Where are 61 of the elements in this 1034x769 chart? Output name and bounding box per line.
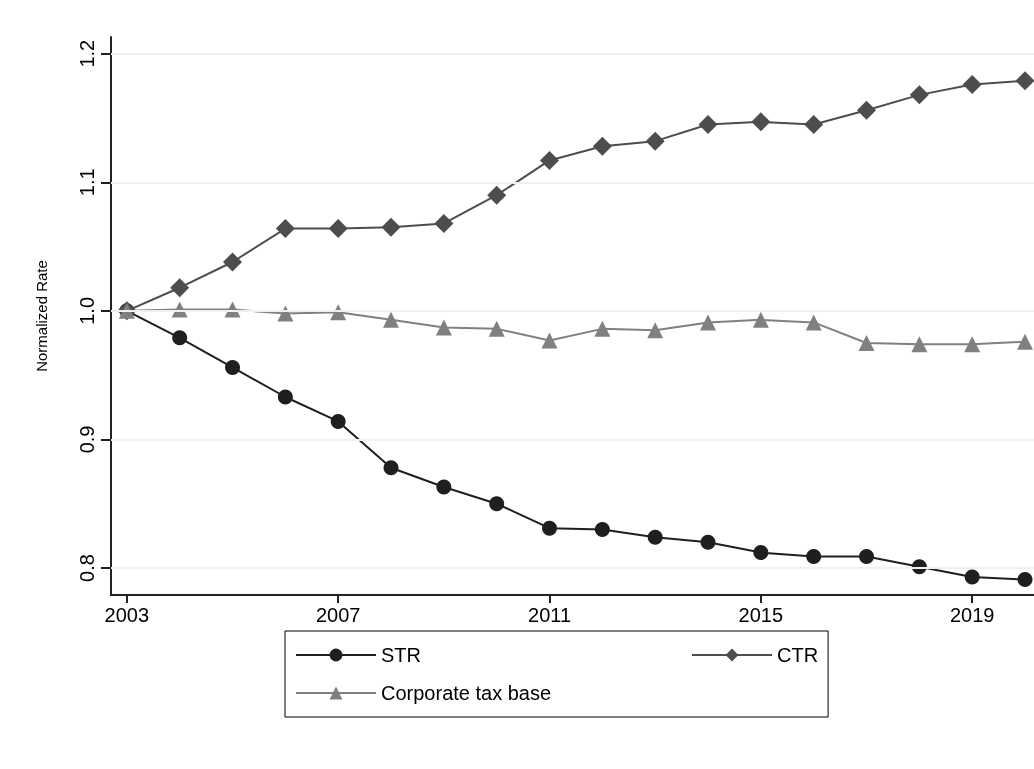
point xyxy=(645,131,665,151)
point xyxy=(911,336,928,353)
point xyxy=(540,150,560,170)
point xyxy=(858,335,875,351)
point xyxy=(541,332,558,349)
point xyxy=(752,311,769,328)
point xyxy=(328,219,348,239)
point xyxy=(277,389,293,405)
point xyxy=(647,529,663,545)
point xyxy=(487,185,507,205)
x-tick-label: 2015 xyxy=(738,604,784,626)
y-tick-label: 1.1 xyxy=(76,168,98,197)
y-axis-title: Normalized Rate xyxy=(33,260,50,372)
x-tick-label: 2011 xyxy=(528,604,572,626)
point xyxy=(964,569,980,585)
point xyxy=(434,213,454,233)
point xyxy=(225,359,241,375)
y-tick-label: 1.2 xyxy=(76,39,98,68)
point xyxy=(753,545,769,561)
point xyxy=(171,301,188,318)
point xyxy=(489,496,505,512)
point xyxy=(700,534,716,550)
legend-label: Corporate tax base xyxy=(381,682,552,704)
x-tick-label: 2019 xyxy=(949,604,995,626)
y-tick-label: 0.8 xyxy=(76,554,98,582)
point xyxy=(857,100,877,120)
point xyxy=(594,320,611,337)
y-tick-label: 0.9 xyxy=(76,425,98,454)
point xyxy=(1017,572,1033,588)
point xyxy=(751,112,771,132)
point xyxy=(1017,333,1034,350)
point xyxy=(383,460,399,476)
x-tick-label: 2003 xyxy=(104,604,150,626)
point xyxy=(381,217,401,237)
point xyxy=(436,479,452,495)
point xyxy=(698,114,718,134)
point xyxy=(806,548,822,564)
point xyxy=(594,521,610,537)
legend-label: STR xyxy=(381,644,421,666)
point xyxy=(275,219,295,239)
x-tick-label: 2007 xyxy=(315,604,361,626)
legend-label: CTR xyxy=(777,644,819,666)
point xyxy=(909,85,929,105)
point xyxy=(223,252,243,272)
point xyxy=(435,319,452,336)
point xyxy=(330,413,346,429)
point xyxy=(647,322,664,339)
point xyxy=(383,311,400,328)
point xyxy=(488,320,505,337)
y-tick-label: 1.0 xyxy=(76,296,98,325)
point xyxy=(964,336,981,353)
point xyxy=(859,548,875,564)
point xyxy=(542,520,558,536)
point xyxy=(1015,71,1034,91)
point xyxy=(804,114,824,134)
point xyxy=(170,278,190,298)
point xyxy=(805,314,822,331)
point xyxy=(700,314,717,331)
point xyxy=(592,136,612,156)
point xyxy=(962,75,982,95)
point xyxy=(172,330,188,346)
